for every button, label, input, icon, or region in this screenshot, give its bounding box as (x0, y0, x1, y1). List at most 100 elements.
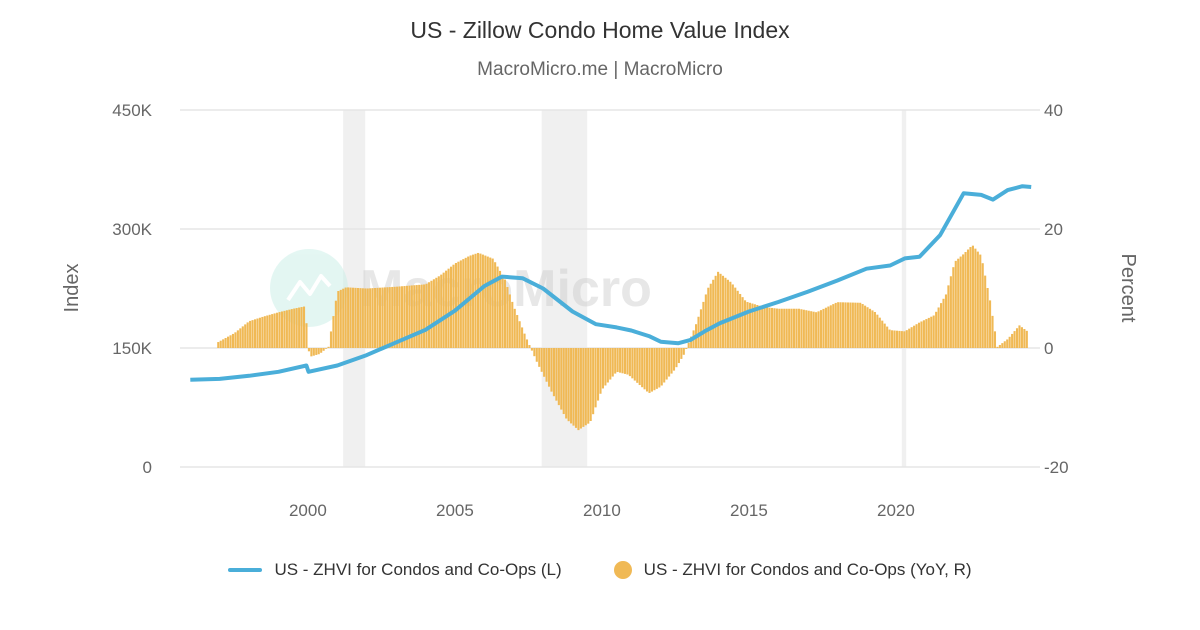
yoy-bar (964, 252, 967, 348)
yoy-bar (655, 348, 658, 389)
yoy-bar (1011, 333, 1014, 348)
yoy-bar (937, 307, 940, 348)
watermark-logo-icon (270, 249, 348, 327)
yoy-bar (834, 302, 837, 348)
yoy-bar (895, 330, 899, 348)
yoy-bar (229, 335, 232, 348)
y-tick-right: 0 (1044, 339, 1053, 358)
yoy-bar (942, 298, 945, 348)
yoy-bar (506, 287, 509, 348)
yoy-bar (310, 348, 313, 357)
yoy-bar (508, 294, 511, 348)
legend-item-bar[interactable]: US - ZHVI for Condos and Co-Ops (YoY, R) (613, 560, 972, 580)
yoy-bar (518, 321, 521, 348)
yoy-bar (905, 330, 908, 348)
yoy-bar (631, 348, 634, 379)
y-tick-left: 150K (112, 339, 152, 358)
yoy-bar (400, 286, 404, 348)
yoy-bar (797, 308, 801, 348)
yoy-bar (704, 294, 707, 348)
yoy-bar (824, 307, 827, 348)
yoy-bar (922, 320, 925, 348)
yoy-bar (957, 258, 960, 348)
yoy-bar (962, 254, 965, 348)
yoy-bar (427, 282, 431, 348)
yoy-bar (278, 312, 281, 348)
yoy-bar (944, 294, 948, 348)
yoy-bar (577, 348, 580, 431)
yoy-bar (381, 287, 384, 348)
yoy-bar (626, 348, 629, 375)
yoy-bar (675, 348, 678, 368)
yoy-bar (910, 327, 913, 348)
yoy-bar (805, 310, 808, 348)
yoy-bar (592, 348, 595, 415)
yoy-bar (251, 320, 254, 348)
legend-item-line[interactable]: US - ZHVI for Condos and Co-Ops (L) (228, 560, 562, 580)
yoy-bar (263, 316, 266, 348)
yoy-bar (361, 288, 364, 348)
yoy-bar (954, 260, 957, 348)
yoy-bar (763, 307, 766, 348)
yoy-bar (503, 279, 506, 348)
zhvi-line[interactable] (190, 184, 1032, 382)
yoy-bar (325, 348, 328, 349)
yoy-bar (856, 302, 859, 348)
yoy-bar (227, 336, 230, 348)
yoy-bar (628, 348, 631, 377)
line-swatch-icon (228, 568, 263, 572)
yoy-bar (217, 342, 220, 348)
yoy-bar (599, 348, 602, 394)
yoy-bars (217, 245, 1028, 431)
yoy-bar (574, 348, 578, 428)
yoy-bar (383, 287, 386, 348)
yoy-bar (815, 312, 818, 348)
yoy-bar (719, 273, 722, 348)
yoy-bar (501, 275, 504, 348)
yoy-bar (393, 286, 396, 348)
yoy-bar (1008, 336, 1011, 348)
yoy-bar (864, 305, 867, 348)
yoy-bar (859, 302, 862, 348)
yoy-bar (445, 270, 448, 348)
yoy-bar (866, 307, 869, 348)
yoy-bar (484, 255, 487, 348)
yoy-bar (472, 254, 475, 348)
yoy-bar (337, 291, 340, 348)
yoy-bar (481, 254, 484, 348)
yoy-bar (513, 308, 516, 348)
yoy-bar (1006, 339, 1009, 348)
yoy-bar (998, 344, 1001, 348)
yoy-bar (854, 302, 857, 348)
yoy-bar (273, 313, 276, 348)
yoy-bar (540, 348, 543, 372)
yoy-bar (378, 287, 382, 348)
yoy-bar (236, 330, 239, 348)
y-tick-right: -20 (1044, 458, 1069, 477)
yoy-bar (653, 348, 656, 391)
yoy-bar (258, 317, 261, 348)
yoy-bar (256, 318, 259, 348)
yoy-bar (557, 348, 560, 406)
yoy-bar (758, 305, 761, 348)
yoy-bar (741, 297, 744, 348)
yoy-bar (396, 286, 399, 348)
yoy-bar (329, 331, 333, 348)
yoy-bar (680, 348, 683, 359)
yoy-bar (849, 302, 852, 348)
yoy-bar (432, 279, 435, 348)
yoy-bar (827, 306, 830, 348)
yoy-bar (516, 315, 519, 348)
legend: US - ZHVI for Condos and Co-Ops (L) US -… (0, 560, 1200, 580)
yoy-bar (677, 348, 680, 364)
yoy-bar (873, 311, 876, 348)
yoy-bar (643, 348, 646, 390)
yoy-bar (369, 288, 372, 348)
yoy-bar (778, 308, 781, 348)
yoy-bar (851, 302, 854, 348)
yoy-bar (986, 288, 989, 348)
yoy-bar (753, 304, 756, 348)
yoy-bar (633, 348, 636, 381)
yoy-bar (1013, 331, 1016, 348)
